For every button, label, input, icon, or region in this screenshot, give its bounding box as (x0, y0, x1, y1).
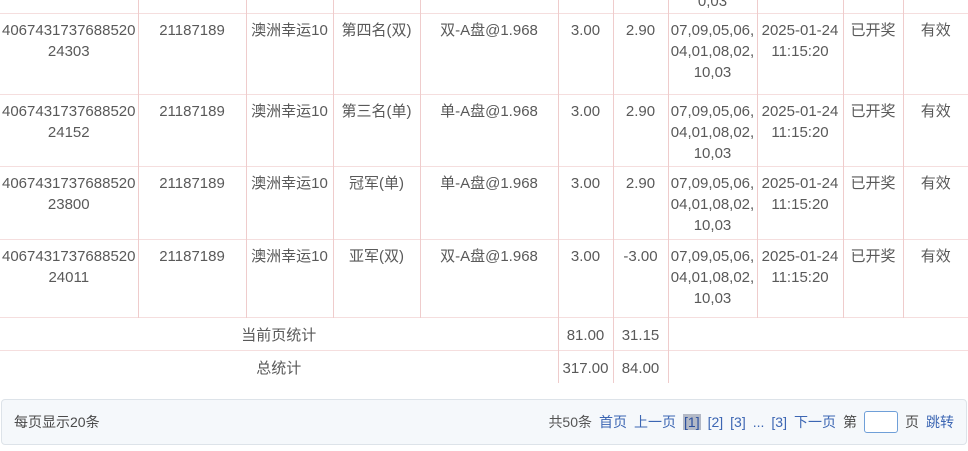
cell-game: 澳洲幸运10 (245, 239, 333, 318)
table-row: 406743173768852024011 21187189 澳洲幸运10 亚军… (0, 239, 968, 318)
cell-play: 双-A盘@1.968 (419, 239, 558, 318)
summary-row-total: 总统计 317.00 84.00 (0, 350, 968, 383)
cell-result: 0,03 (667, 0, 757, 14)
cell-bet-type: 亚军(双) (332, 239, 420, 318)
cell-result: 07,09,05,06,04,01,08,02,10,03 (667, 166, 757, 240)
cell-amount: 3.00 (557, 239, 613, 318)
cell-valid (902, 0, 968, 14)
cell-profit: 2.90 (612, 13, 668, 95)
cell-time: 2025-01-24 11:15:20 (756, 239, 843, 318)
last-page-number-link[interactable]: [3] (771, 414, 787, 430)
cell-result: 07,09,05,06,04,01,08,02,10,03 (667, 239, 757, 318)
table-row: 406743173768852024303 21187189 澳洲幸运10 第四… (0, 13, 968, 95)
prev-page-link[interactable]: 上一页 (634, 414, 677, 430)
cell-bet-type (332, 0, 420, 14)
cell-status: 已开奖 (842, 94, 903, 167)
cell-period: 21187189 (137, 94, 246, 167)
cell-order-id: 406743173768852023800 (0, 166, 138, 240)
cell-period (137, 0, 246, 14)
summary-row-current-page: 当前页统计 81.00 31.15 (0, 317, 968, 351)
cell-status: 已开奖 (842, 239, 903, 318)
cell-valid: 有效 (902, 239, 968, 318)
cell-result: 07,09,05,06,04,01,08,02,10,03 (667, 13, 757, 95)
cell-profit (612, 0, 668, 14)
table-row: 406743173768852024152 21187189 澳洲幸运10 第三… (0, 94, 968, 167)
jump-page-input[interactable] (864, 411, 898, 433)
bet-records-table: 0,03 406743173768852024303 21187189 澳洲幸运… (0, 0, 968, 383)
summary-label: 总统计 (0, 350, 558, 383)
cell-time (756, 0, 843, 14)
cell-bet-type: 第四名(双) (332, 13, 420, 95)
summary-empty (667, 350, 968, 383)
cell-profit: 2.90 (612, 166, 668, 240)
jump-button[interactable]: 跳转 (926, 414, 954, 430)
jump-prefix-label: 第 (843, 414, 857, 430)
cell-play: 单-A盘@1.968 (419, 166, 558, 240)
page-ellipsis: ... (752, 414, 765, 430)
cell-game: 澳洲幸运10 (245, 13, 333, 95)
current-page-indicator: [1] (683, 414, 701, 430)
pagination-bar: 每页显示20条 共50条 首页 上一页 [1] [2] [3] ... [3] … (1, 399, 967, 445)
cell-order-id: 406743173768852024152 (0, 94, 138, 167)
cell-amount: 3.00 (557, 13, 613, 95)
summary-profit: 84.00 (612, 350, 668, 383)
first-page-link[interactable]: 首页 (599, 414, 628, 430)
cell-period: 21187189 (137, 239, 246, 318)
cell-order-id (0, 0, 138, 14)
cell-time: 2025-01-24 11:15:20 (756, 13, 843, 95)
cell-time: 2025-01-24 11:15:20 (756, 166, 843, 240)
jump-suffix-label: 页 (905, 414, 919, 430)
cell-play (419, 0, 558, 14)
cell-valid: 有效 (902, 13, 968, 95)
cell-valid: 有效 (902, 94, 968, 167)
summary-empty (667, 317, 968, 351)
cell-status: 已开奖 (842, 166, 903, 240)
next-page-link[interactable]: 下一页 (794, 414, 836, 430)
cell-status: 已开奖 (842, 13, 903, 95)
cell-play: 双-A盘@1.968 (419, 13, 558, 95)
cell-order-id: 406743173768852024303 (0, 13, 138, 95)
cell-result: 07,09,05,06,04,01,08,02,10,03 (667, 94, 757, 167)
table-row-partial: 0,03 (0, 0, 968, 14)
summary-amount: 81.00 (557, 317, 613, 351)
cell-amount: 3.00 (557, 94, 613, 167)
cell-profit: -3.00 (612, 239, 668, 318)
pager-controls: 共50条 首页 上一页 [1] [2] [3] ... [3] 下一页 第 页 … (548, 411, 954, 433)
per-page-label: 每页显示20条 (14, 414, 100, 430)
cell-order-id: 406743173768852024011 (0, 239, 138, 318)
cell-status (842, 0, 903, 14)
cell-game: 澳洲幸运10 (245, 94, 333, 167)
summary-amount: 317.00 (557, 350, 613, 383)
cell-bet-type: 第三名(单) (332, 94, 420, 167)
cell-game (245, 0, 333, 14)
cell-period: 21187189 (137, 13, 246, 95)
cell-amount: 3.00 (557, 166, 613, 240)
page-3-link[interactable]: [3] (730, 414, 746, 430)
summary-label: 当前页统计 (0, 317, 558, 351)
cell-profit: 2.90 (612, 94, 668, 167)
cell-bet-type: 冠军(单) (332, 166, 420, 240)
summary-profit: 31.15 (612, 317, 668, 351)
cell-time: 2025-01-24 11:15:20 (756, 94, 843, 167)
table-row: 406743173768852023800 21187189 澳洲幸运10 冠军… (0, 166, 968, 240)
total-count-label: 共50条 (548, 414, 593, 430)
result-tail-text: 0,03 (697, 0, 728, 10)
cell-period: 21187189 (137, 166, 246, 240)
page-2-link[interactable]: [2] (707, 414, 724, 430)
cell-play: 单-A盘@1.968 (419, 94, 558, 167)
cell-valid: 有效 (902, 166, 968, 240)
cell-game: 澳洲幸运10 (245, 166, 333, 240)
cell-amount (557, 0, 613, 14)
